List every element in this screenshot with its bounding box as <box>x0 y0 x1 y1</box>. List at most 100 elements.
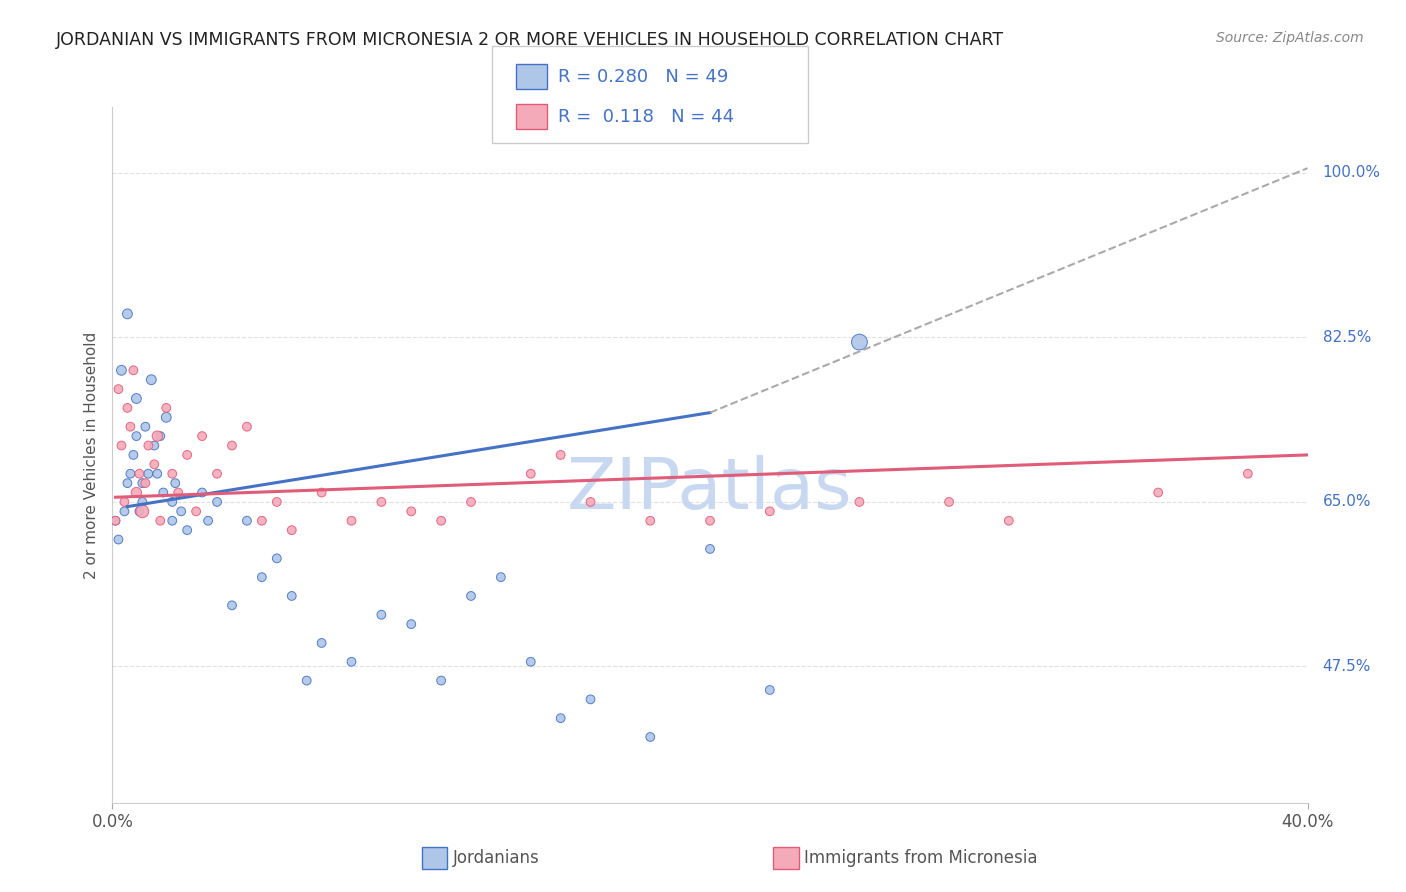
Point <box>191 429 214 443</box>
Point <box>146 429 169 443</box>
Point <box>186 504 208 518</box>
Point <box>370 607 392 622</box>
Point <box>146 467 169 481</box>
Point <box>110 363 132 377</box>
Text: R =  0.118   N = 44: R = 0.118 N = 44 <box>558 108 734 126</box>
Point <box>125 392 148 406</box>
Point <box>460 589 482 603</box>
Point <box>149 429 172 443</box>
Point <box>191 485 214 500</box>
Point <box>759 504 782 518</box>
Text: 82.5%: 82.5% <box>1323 330 1371 345</box>
Point <box>107 382 129 396</box>
Point <box>266 551 288 566</box>
Point <box>340 514 363 528</box>
Point <box>938 495 960 509</box>
Point <box>266 495 288 509</box>
Text: 100.0%: 100.0% <box>1323 165 1381 180</box>
Point <box>138 438 160 452</box>
Point <box>221 599 243 613</box>
Point <box>138 467 160 481</box>
Point <box>579 692 602 706</box>
Point <box>155 410 177 425</box>
Point <box>143 438 166 452</box>
Point <box>699 514 721 528</box>
Point <box>131 504 153 518</box>
Point <box>281 589 304 603</box>
Point <box>120 419 142 434</box>
Point <box>205 467 228 481</box>
Point <box>401 504 423 518</box>
Point <box>221 438 243 452</box>
Y-axis label: 2 or more Vehicles in Household: 2 or more Vehicles in Household <box>83 331 98 579</box>
Point <box>134 419 156 434</box>
Point <box>759 683 782 698</box>
Text: Source: ZipAtlas.com: Source: ZipAtlas.com <box>1216 31 1364 45</box>
Point <box>143 458 166 472</box>
Text: Jordanians: Jordanians <box>453 849 540 867</box>
Point <box>170 504 193 518</box>
Point <box>131 495 153 509</box>
Point <box>128 467 150 481</box>
Point <box>848 495 870 509</box>
Point <box>848 335 870 350</box>
Text: JORDANIAN VS IMMIGRANTS FROM MICRONESIA 2 OR MORE VEHICLES IN HOUSEHOLD CORRELAT: JORDANIAN VS IMMIGRANTS FROM MICRONESIA … <box>56 31 1004 49</box>
Point <box>579 495 602 509</box>
Point <box>998 514 1021 528</box>
Point <box>110 438 132 452</box>
Point <box>120 467 142 481</box>
Point <box>176 523 198 537</box>
Point <box>236 419 259 434</box>
Point <box>550 711 572 725</box>
Point <box>489 570 512 584</box>
Point <box>114 495 135 509</box>
Point <box>149 514 172 528</box>
Point <box>117 401 139 415</box>
Point <box>114 504 135 518</box>
Point <box>122 363 145 377</box>
Point <box>311 485 333 500</box>
Point <box>117 476 139 491</box>
Point <box>162 467 183 481</box>
Point <box>155 401 177 415</box>
Point <box>311 636 333 650</box>
Point <box>430 514 453 528</box>
Point <box>638 514 662 528</box>
Point <box>117 307 139 321</box>
Point <box>460 495 482 509</box>
Point <box>128 504 150 518</box>
Point <box>520 655 543 669</box>
Text: 47.5%: 47.5% <box>1323 659 1371 674</box>
Point <box>176 448 198 462</box>
Text: Immigrants from Micronesia: Immigrants from Micronesia <box>804 849 1038 867</box>
Point <box>1147 485 1170 500</box>
Point <box>699 541 721 556</box>
Point <box>152 485 174 500</box>
Point <box>125 429 148 443</box>
Point <box>131 476 153 491</box>
Point <box>165 476 187 491</box>
Point <box>430 673 453 688</box>
Point <box>295 673 318 688</box>
Text: ZIPatlas: ZIPatlas <box>567 455 853 524</box>
Point <box>250 570 273 584</box>
Point <box>236 514 259 528</box>
Point <box>205 495 228 509</box>
Point <box>125 485 148 500</box>
Point <box>250 514 273 528</box>
Point <box>401 617 423 632</box>
Point <box>340 655 363 669</box>
Point <box>134 476 156 491</box>
Point <box>162 495 183 509</box>
Text: 65.0%: 65.0% <box>1323 494 1371 509</box>
Point <box>550 448 572 462</box>
Point <box>281 523 304 537</box>
Point <box>122 448 145 462</box>
Point <box>638 730 662 744</box>
Point <box>107 533 129 547</box>
Text: R = 0.280   N = 49: R = 0.280 N = 49 <box>558 68 728 86</box>
Point <box>162 514 183 528</box>
Point <box>1237 467 1260 481</box>
Point <box>104 514 127 528</box>
Point <box>370 495 392 509</box>
